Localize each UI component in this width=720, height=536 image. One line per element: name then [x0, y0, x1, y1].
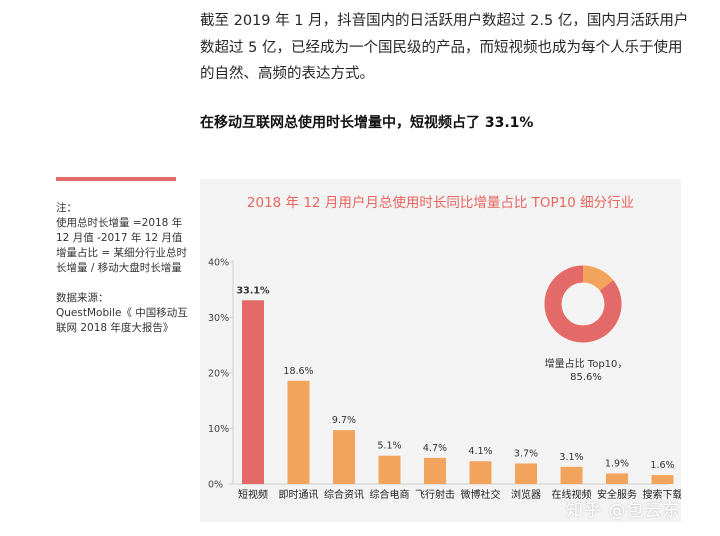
note-line: 增量占比 = 某细分行业总时长增量 / 移动大盘时长增量 [56, 247, 187, 274]
bar-value-label: 5.1% [377, 441, 401, 452]
bar [469, 461, 492, 484]
donut-label: 增量占比 Top10， [545, 357, 628, 370]
bar-value-label: 1.6% [650, 460, 674, 471]
category-label: 综合电商 [370, 488, 410, 501]
bar-value-label: 4.7% [423, 443, 447, 454]
bar [560, 466, 583, 484]
sidebar-accent-rule [56, 177, 176, 181]
source-title: 数据来源： [56, 292, 109, 304]
chart-title: 2018 年 12 月用户月总使用时长同比增量占比 TOP10 细分行业 [246, 195, 635, 211]
y-tick-label: 30% [208, 313, 229, 324]
bar [287, 380, 310, 484]
category-label: 短视频 [238, 488, 268, 501]
bar-value-label: 3.7% [514, 448, 538, 459]
note-title: 注： [56, 202, 77, 214]
bar [333, 430, 355, 484]
category-label: 浏览器 [511, 488, 541, 501]
watermark: 知乎 @包云东 [566, 501, 681, 521]
article-headline: 在移动互联网总使用时长增量中，短视频占了 33.1% [200, 115, 534, 131]
category-label: 安全服务 [597, 488, 637, 501]
donut-slice-main [544, 265, 622, 343]
bar [515, 463, 537, 484]
category-label: 综合资讯 [324, 488, 364, 501]
bar-value-label: 9.7% [332, 415, 356, 426]
category-label: 在线视频 [552, 488, 592, 501]
bar-value-label: 3.1% [559, 452, 583, 463]
bar-value-label: 1.9% [605, 458, 629, 469]
source-text: QuestMobile《 中国移动互联网 2018 年度大报告》 [56, 307, 188, 334]
category-label: 搜索下载 [643, 488, 682, 501]
sidebar-note: 注： 使用总时长增量 =2018 年 12 月值 -2017 年 12 月值 增… [56, 201, 188, 336]
bar [378, 455, 401, 484]
chart-panel: 2018 年 12 月用户月总使用时长同比增量占比 TOP10 细分行业 0% 1… [200, 179, 681, 522]
y-tick-label: 40% [208, 258, 229, 269]
y-tick-label: 10% [208, 424, 229, 435]
note-line: 使用总时长增量 =2018 年 12 月值 -2017 年 12 月值 [56, 217, 183, 244]
bar-value-label: 18.6% [283, 366, 313, 377]
donut-value-label: 85.6% [570, 372, 602, 383]
y-tick-label: 20% [208, 369, 229, 380]
bar [242, 300, 264, 484]
bar-value-label: 33.1% [237, 285, 270, 296]
bar-chart: 0% 10% 20% 30% 40% 33.1% 短视频 18.6% 即时通讯 9.7% 综合资讯 5… [208, 258, 682, 502]
bar-value-label: 4.1% [468, 446, 492, 457]
bar [651, 475, 674, 484]
category-label: 即时通讯 [279, 489, 319, 501]
category-label: 微博社交 [461, 488, 501, 501]
bar [606, 473, 628, 484]
article-paragraph: 截至 2019 年 1 月，抖音国内的日活跃用户数超过 2.5 亿，国内月活跃用… [200, 13, 689, 82]
bar [424, 457, 446, 484]
y-tick-label: 0% [208, 480, 223, 491]
category-label: 飞行射击 [415, 488, 455, 501]
